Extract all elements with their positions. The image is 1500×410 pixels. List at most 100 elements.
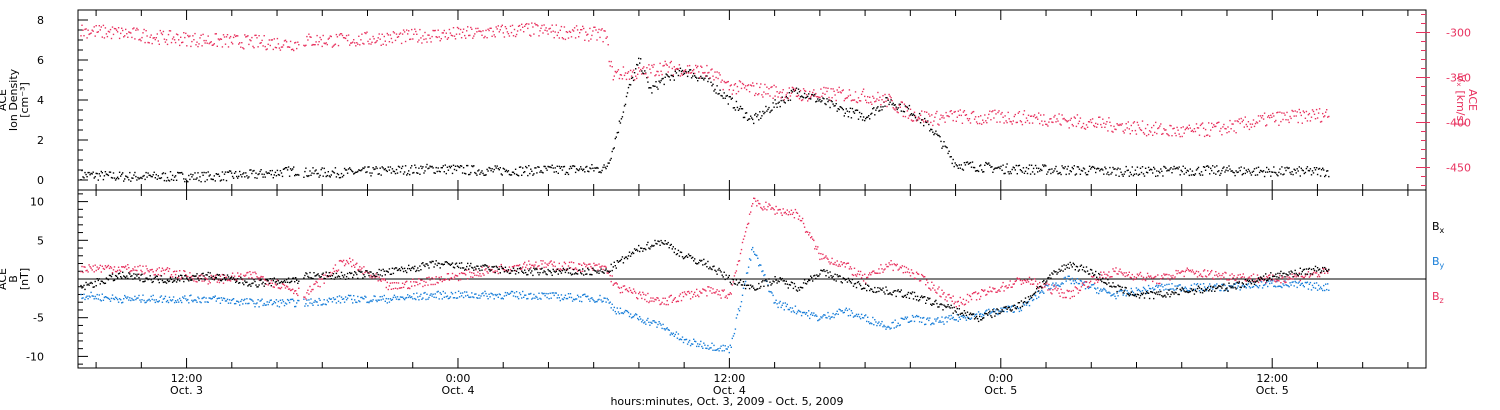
ion-density-point (984, 164, 986, 166)
by-point (1316, 289, 1319, 291)
by-point (448, 297, 451, 299)
bz-point (1274, 280, 1276, 282)
by-point (941, 316, 943, 318)
bz-point (318, 278, 320, 280)
ion-density-point (569, 165, 572, 168)
ion-density-point (1023, 172, 1026, 174)
velocity-point (137, 29, 139, 31)
by-point (1253, 281, 1256, 283)
ion-density-point (368, 166, 370, 168)
ion-density-point (384, 168, 386, 170)
velocity-point (693, 68, 695, 71)
by-point (767, 284, 769, 286)
velocity-point (839, 91, 841, 93)
y-axis-title-density: ACEIon Density[cm⁻³] (0, 68, 31, 131)
ion-density-point (1062, 167, 1064, 169)
ion-density-point (482, 172, 484, 175)
velocity-point (798, 98, 801, 100)
velocity-point (250, 40, 252, 42)
ion-density-point (610, 157, 612, 160)
bz-point (1317, 274, 1320, 276)
velocity-point (1095, 122, 1097, 125)
by-point (120, 299, 122, 301)
ion-density-point (535, 167, 537, 169)
velocity-point (224, 43, 227, 45)
by-point (688, 339, 691, 342)
velocity-point (487, 28, 489, 30)
by-point (1094, 287, 1096, 289)
by-point (196, 301, 198, 303)
velocity-point (682, 71, 685, 73)
bz-point (904, 271, 907, 274)
bz-point (775, 205, 777, 208)
ion-density-point (973, 166, 976, 169)
velocity-point (1011, 123, 1013, 125)
ion-density-point (332, 171, 335, 173)
by-point (763, 274, 765, 277)
ion-density-point (1074, 174, 1076, 176)
velocity-point (590, 38, 592, 40)
ion-density-point (265, 171, 267, 173)
ion-density-point (385, 169, 387, 172)
bz-point (698, 295, 700, 298)
by-point (1209, 283, 1211, 285)
velocity-point (377, 37, 379, 39)
bz-point (320, 278, 322, 280)
velocity-point (651, 64, 653, 67)
ion-density-point (1133, 173, 1136, 175)
velocity-point (184, 36, 186, 39)
velocity-point (648, 64, 650, 66)
by-point (1252, 285, 1255, 288)
by-point (548, 298, 550, 300)
by-point (1071, 277, 1073, 280)
ion-density-point (328, 175, 330, 177)
bz-point (214, 275, 216, 277)
bz-point (1232, 277, 1234, 279)
by-point (770, 291, 772, 293)
velocity-point (452, 27, 455, 29)
velocity-point (658, 74, 660, 77)
bz-point (394, 287, 397, 289)
bz-point (1083, 284, 1086, 286)
bx-point (90, 281, 92, 284)
bz-point (1017, 278, 1019, 280)
bz-point (1168, 274, 1170, 276)
bz-point (576, 270, 579, 272)
by-point (644, 321, 646, 323)
bz-point (541, 263, 543, 265)
ion-density-point (471, 165, 473, 167)
by-point (111, 294, 114, 296)
ion-density-point (1311, 170, 1314, 172)
velocity-point (140, 40, 142, 42)
by-point (627, 311, 630, 314)
by-point (625, 310, 628, 312)
by-point (145, 301, 147, 304)
velocity-point (917, 117, 920, 119)
velocity-point (136, 27, 138, 30)
by-point (787, 308, 789, 311)
velocity-point (653, 63, 655, 66)
by-point (195, 299, 197, 302)
velocity-point (941, 116, 943, 119)
velocity-point (284, 39, 287, 41)
ion-density-point (1096, 168, 1098, 170)
by-point (921, 321, 923, 323)
bz-point (458, 272, 461, 275)
velocity-point (1184, 128, 1186, 131)
by-point (880, 323, 882, 325)
bz-point (155, 270, 157, 272)
by-point (270, 299, 272, 301)
bz-point (976, 293, 979, 295)
velocity-point (793, 89, 796, 92)
velocity-point (265, 48, 267, 51)
velocity-point (1048, 121, 1050, 123)
by-point (218, 297, 221, 299)
bz-point (723, 289, 725, 291)
ion-density-point (982, 171, 984, 173)
by-point (207, 301, 209, 303)
by-point (372, 299, 374, 301)
ion-density-point (1046, 173, 1048, 175)
ion-density-point (339, 176, 342, 179)
ion-density-point (1146, 172, 1149, 174)
velocity-point (1061, 114, 1063, 116)
